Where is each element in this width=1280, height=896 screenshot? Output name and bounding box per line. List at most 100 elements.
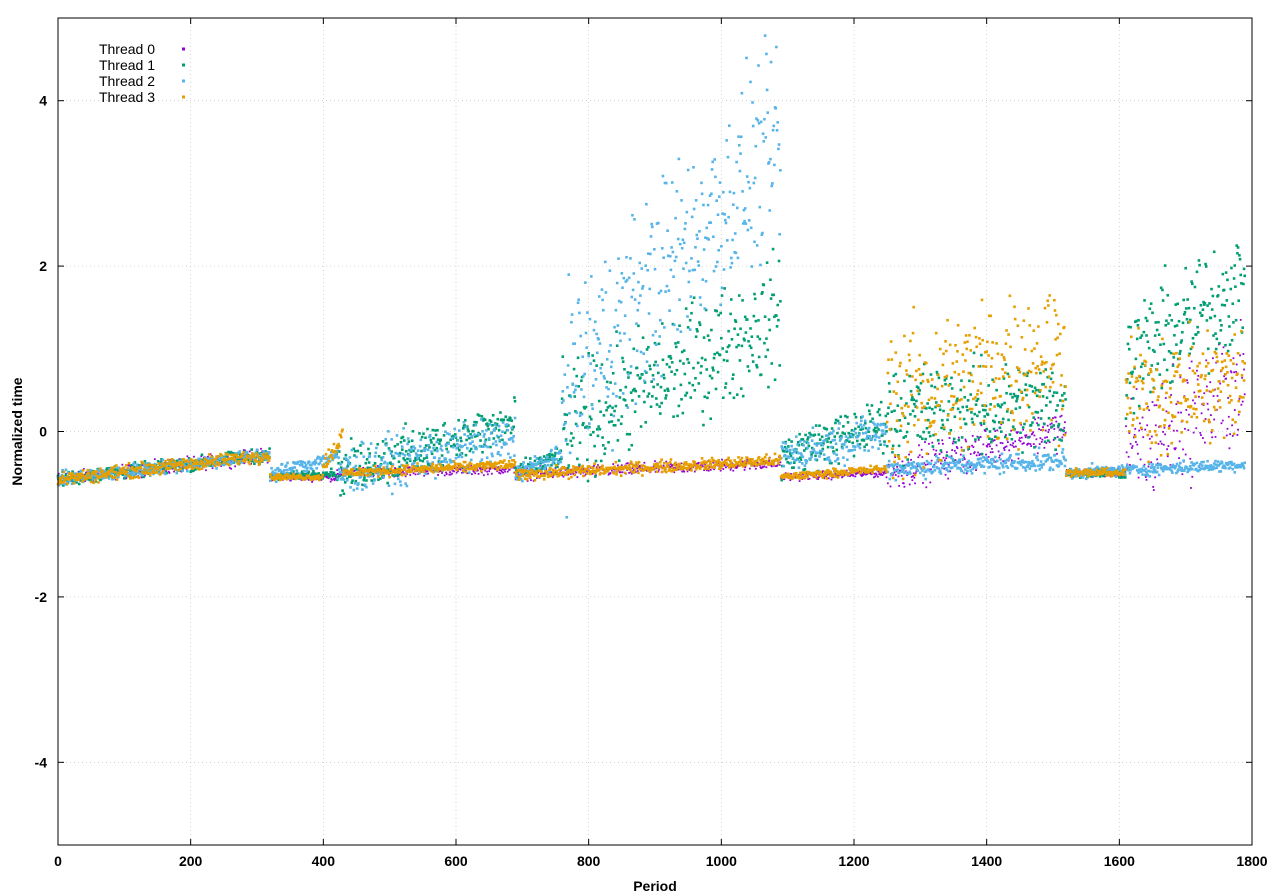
- data-point: [678, 324, 681, 328]
- data-point: [722, 268, 726, 271]
- data-point: [654, 330, 657, 333]
- data-point: [872, 434, 876, 438]
- data-point: [203, 460, 206, 464]
- data-point: [136, 471, 140, 474]
- data-point: [1018, 437, 1021, 439]
- data-point: [306, 466, 309, 470]
- data-point: [1039, 417, 1043, 420]
- data-point: [588, 415, 592, 419]
- data-point: [398, 480, 402, 483]
- data-point: [598, 427, 602, 431]
- data-point: [878, 439, 882, 443]
- data-point: [331, 475, 334, 478]
- data-point: [1127, 455, 1130, 458]
- data-point: [895, 430, 899, 433]
- data-point: [304, 465, 307, 469]
- data-point: [823, 458, 827, 461]
- data-point: [761, 231, 764, 235]
- data-point: [1004, 446, 1007, 448]
- data-point: [859, 470, 861, 473]
- data-point: [1014, 440, 1017, 443]
- data-point: [1017, 457, 1020, 460]
- data-point: [635, 349, 639, 353]
- data-point: [887, 382, 891, 385]
- data-point: [632, 468, 635, 471]
- data-point: [687, 361, 691, 364]
- data-point: [893, 409, 896, 413]
- data-point: [720, 286, 724, 290]
- data-point: [289, 467, 293, 470]
- data-point: [300, 462, 303, 465]
- data-point: [359, 451, 363, 455]
- data-point: [928, 442, 930, 445]
- data-point: [138, 470, 141, 473]
- data-point: [631, 288, 635, 292]
- data-point: [977, 436, 981, 439]
- data-point: [533, 455, 537, 458]
- data-point: [749, 80, 752, 84]
- data-point: [730, 466, 733, 469]
- data-point: [670, 246, 673, 249]
- data-point: [852, 433, 855, 437]
- data-point: [1051, 371, 1054, 375]
- data-point: [593, 444, 596, 448]
- data-point: [1193, 391, 1196, 394]
- data-point: [942, 409, 945, 413]
- data-point: [1149, 447, 1152, 450]
- data-point: [435, 440, 439, 444]
- data-point: [1047, 431, 1050, 433]
- data-point: [976, 435, 979, 438]
- data-point: [604, 401, 608, 404]
- data-point: [684, 222, 687, 225]
- data-point: [596, 467, 599, 470]
- data-point: [762, 140, 766, 143]
- data-point: [771, 247, 775, 251]
- data-point: [260, 452, 263, 456]
- data-point: [1033, 434, 1036, 437]
- data-point: [423, 449, 427, 453]
- data-point: [666, 229, 669, 232]
- data-point: [863, 449, 866, 452]
- data-point: [589, 433, 592, 437]
- data-point: [136, 465, 139, 469]
- data-point: [1153, 350, 1156, 353]
- data-point: [743, 468, 746, 471]
- data-point: [1194, 333, 1198, 336]
- data-point: [740, 91, 744, 95]
- data-point: [340, 470, 344, 474]
- data-point: [653, 247, 656, 251]
- data-point: [755, 244, 759, 247]
- data-point: [1113, 474, 1116, 477]
- data-point: [881, 433, 884, 437]
- data-point: [117, 475, 120, 479]
- data-point: [895, 462, 899, 466]
- data-point: [917, 456, 920, 459]
- data-point: [948, 437, 951, 439]
- data-point: [881, 474, 884, 476]
- data-point: [349, 486, 352, 489]
- data-point: [668, 464, 670, 467]
- data-point: [121, 463, 124, 466]
- data-point: [672, 464, 674, 466]
- data-point: [475, 447, 478, 451]
- data-point: [664, 394, 668, 397]
- data-point: [420, 435, 424, 439]
- data-point: [1002, 460, 1005, 463]
- data-point: [455, 447, 458, 450]
- data-point: [289, 479, 292, 482]
- data-point: [1227, 315, 1231, 318]
- data-point: [734, 251, 738, 255]
- data-point: [128, 464, 131, 467]
- series-2: [56, 34, 1247, 519]
- data-point: [923, 462, 926, 465]
- data-point: [723, 463, 725, 466]
- data-point: [730, 338, 734, 341]
- data-point: [710, 376, 714, 380]
- data-point: [897, 444, 901, 448]
- data-point: [928, 406, 931, 410]
- data-point: [856, 443, 860, 446]
- data-point: [436, 428, 439, 432]
- data-point: [864, 426, 868, 430]
- data-point: [377, 471, 381, 474]
- data-point: [691, 268, 695, 272]
